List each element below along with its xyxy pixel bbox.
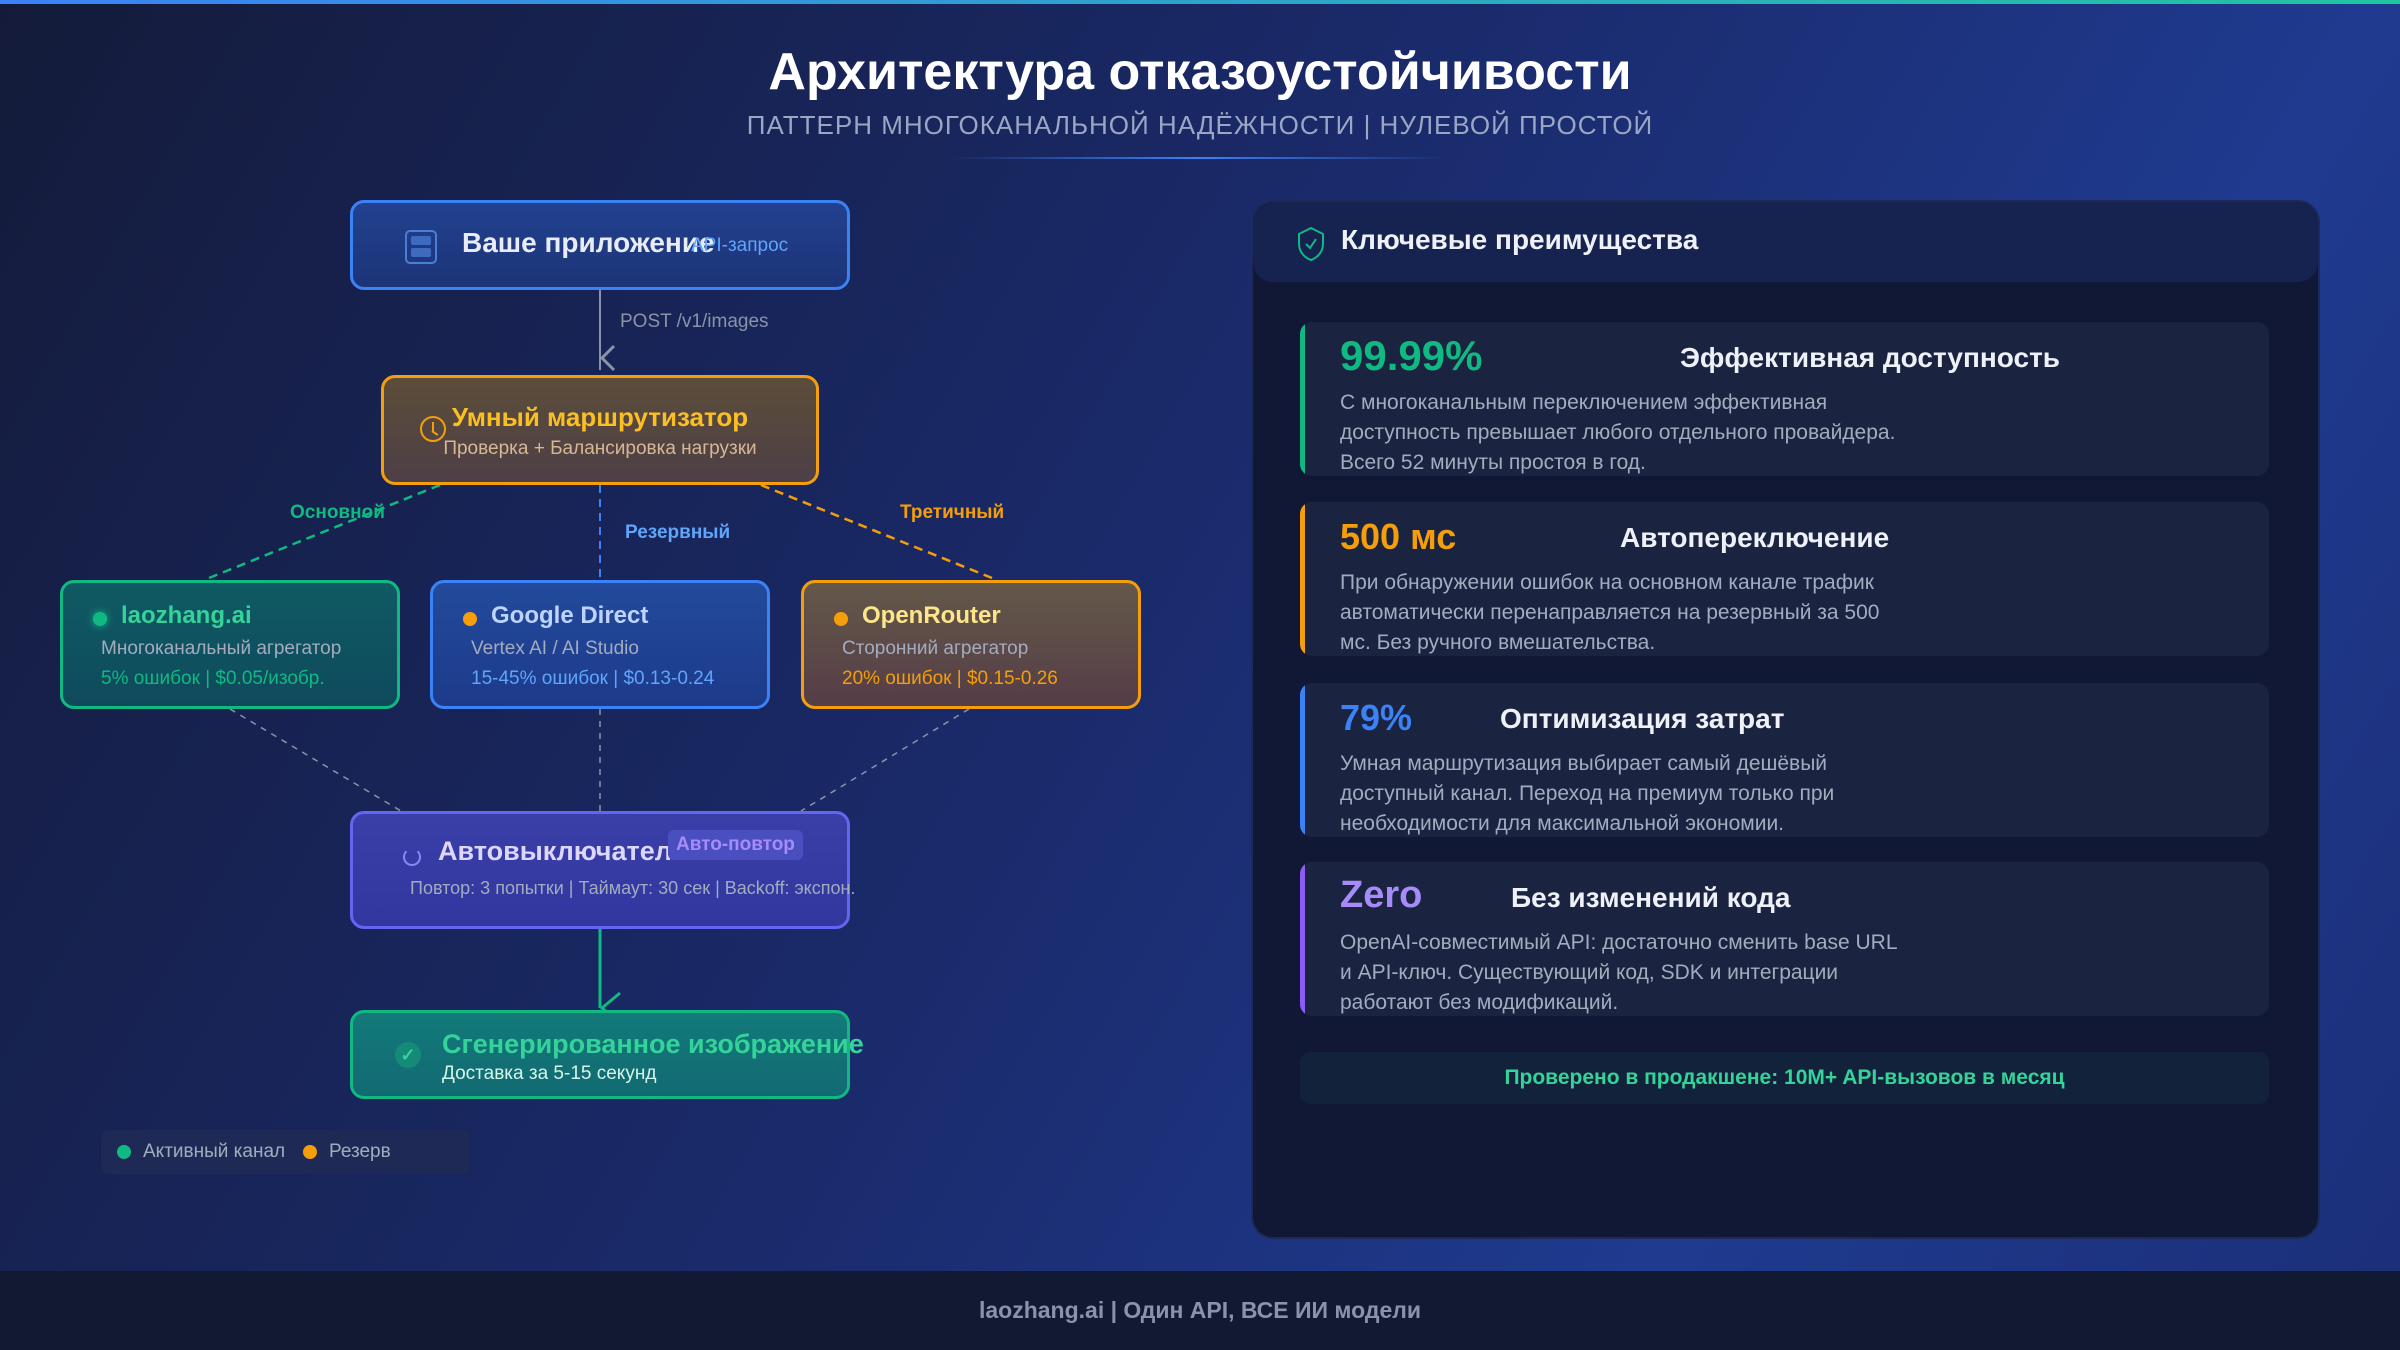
provider-name: OpenRouter: [862, 602, 1001, 629]
production-banner: Проверено в продакшене: 10M+ API-вызовов…: [1300, 1052, 2269, 1104]
benefits-panel: Ключевые преимущества 99.99% Эффективная…: [1251, 200, 2320, 1239]
card-desc: При обнаружении ошибок на основном канал…: [1340, 571, 1880, 654]
breaker-details: Повтор: 3 попытки | Таймаут: 30 сек | Ba…: [410, 878, 856, 898]
circuit-breaker-node[interactable]: Автовыключатель Авто-повтор Повтор: 3 по…: [350, 811, 855, 929]
tertiary-line: [760, 483, 998, 582]
card-value: 500 мс: [1340, 516, 1457, 557]
card-value: 99.99%: [1340, 332, 1483, 379]
shield-check-icon: [1298, 226, 1324, 262]
output-title: Сгенерированное изображение: [442, 1029, 864, 1059]
card-title: Автопереключение: [1620, 522, 1890, 553]
check-icon: ✓: [395, 1042, 421, 1068]
benefit-card-availability: 99.99% Эффективная доступность С многока…: [1300, 322, 2269, 476]
app-tag: API-запрос: [691, 235, 789, 256]
card-accent-bar: [1300, 502, 1305, 656]
edge-label-primary: Основной: [290, 502, 385, 523]
page-title: Архитектура отказоустойчивости: [768, 43, 1632, 101]
provider-name: laozhang.ai: [121, 602, 252, 629]
card-accent-bar: [1300, 322, 1305, 476]
status-dot-reserve: [463, 612, 477, 626]
app-node[interactable]: Ваше приложение API-запрос: [350, 200, 850, 290]
refresh-icon: [403, 848, 421, 866]
laozhang-to-breaker-line: [229, 708, 402, 812]
breaker-title: Автовыключатель: [438, 836, 689, 866]
benefit-card-cost: 79% Оптимизация затрат Умная маршрутизац…: [1300, 683, 2269, 837]
server-icon: [405, 230, 437, 264]
benefit-card-failover: 500 мс Автопереключение При обнаружении …: [1300, 502, 2269, 656]
card-title: Без изменений кода: [1511, 882, 1791, 913]
panel-header: Ключевые преимущества: [1253, 202, 2318, 282]
status-dot-reserve: [834, 612, 848, 626]
primary-line: [203, 483, 441, 582]
card-desc: С многоканальным переключением эффективн…: [1340, 391, 1896, 474]
provider-google-direct[interactable]: Google Direct Vertex AI / AI Studio 15-4…: [430, 580, 770, 709]
app-title: Ваше приложение: [462, 227, 715, 258]
connector-lines: [203, 290, 998, 1025]
edge-label-tertiary: Третичный: [900, 502, 1005, 523]
legend-active-label: Активный канал: [143, 1141, 286, 1162]
output-node[interactable]: ✓ Сгенерированное изображение Доставка з…: [350, 1010, 864, 1099]
request-label: POST /v1/images: [620, 311, 769, 332]
benefit-card-no-code-changes: Zero Без изменений кода OpenAI-совместим…: [1300, 862, 2269, 1016]
footer: laozhang.ai | Один API, ВСЕ ИИ модели: [0, 1271, 2400, 1350]
card-title: Оптимизация затрат: [1500, 703, 1785, 734]
provider-laozhang[interactable]: laozhang.ai Многоканальный агрегатор 5% …: [60, 580, 400, 709]
provider-stats: 20% ошибок | $0.15-0.26: [842, 668, 1058, 689]
provider-stats: 15-45% ошибок | $0.13-0.24: [471, 668, 715, 689]
provider-desc: Vertex AI / AI Studio: [471, 638, 639, 659]
card-desc: OpenAI-совместимый API: достаточно смени…: [1340, 931, 1897, 1014]
legend-active-dot: [117, 1145, 131, 1159]
panel-title: Ключевые преимущества: [1341, 224, 1699, 255]
legend: Активный канал Резерв: [101, 1130, 469, 1174]
edge-label-backup: Резервный: [625, 522, 731, 543]
page-subtitle: ПАТТЕРН МНОГОКАНАЛЬНОЙ НАДЁЖНОСТИ | НУЛЕ…: [746, 110, 1654, 140]
auto-retry-badge: Авто-повтор: [668, 830, 803, 860]
arrow-head: [599, 344, 616, 372]
top-accent-line: [0, 0, 2400, 4]
card-value: Zero: [1340, 874, 1423, 916]
router-node[interactable]: Умный маршрутизатор Проверка + Балансиро…: [381, 375, 819, 485]
router-subtitle: Проверка + Балансировка нагрузки: [443, 438, 757, 459]
provider-desc: Сторонний агрегатор: [842, 638, 1029, 659]
card-accent-bar: [1300, 683, 1305, 837]
card-title: Эффективная доступность: [1680, 342, 2060, 373]
router-title: Умный маршрутизатор: [451, 402, 749, 432]
provider-desc: Многоканальный агрегатор: [101, 638, 342, 659]
openrouter-to-breaker-line: [800, 708, 970, 812]
legend-reserve-dot: [303, 1145, 317, 1159]
provider-stats: 5% ошибок | $0.05/изобр.: [101, 668, 325, 689]
provider-name: Google Direct: [491, 602, 649, 629]
card-accent-bar: [1300, 862, 1305, 1016]
card-value: 79%: [1340, 697, 1413, 738]
card-desc: Умная маршрутизация выбирает самый дешёв…: [1340, 752, 1835, 835]
legend-reserve-label: Резерв: [329, 1141, 391, 1162]
status-dot-active: [93, 612, 107, 626]
output-subtitle: Доставка за 5-15 секунд: [442, 1063, 657, 1084]
clock-icon: [420, 416, 446, 442]
provider-openrouter[interactable]: OpenRouter Сторонний агрегатор 20% ошибо…: [801, 580, 1141, 709]
title-divider: [951, 157, 1448, 159]
